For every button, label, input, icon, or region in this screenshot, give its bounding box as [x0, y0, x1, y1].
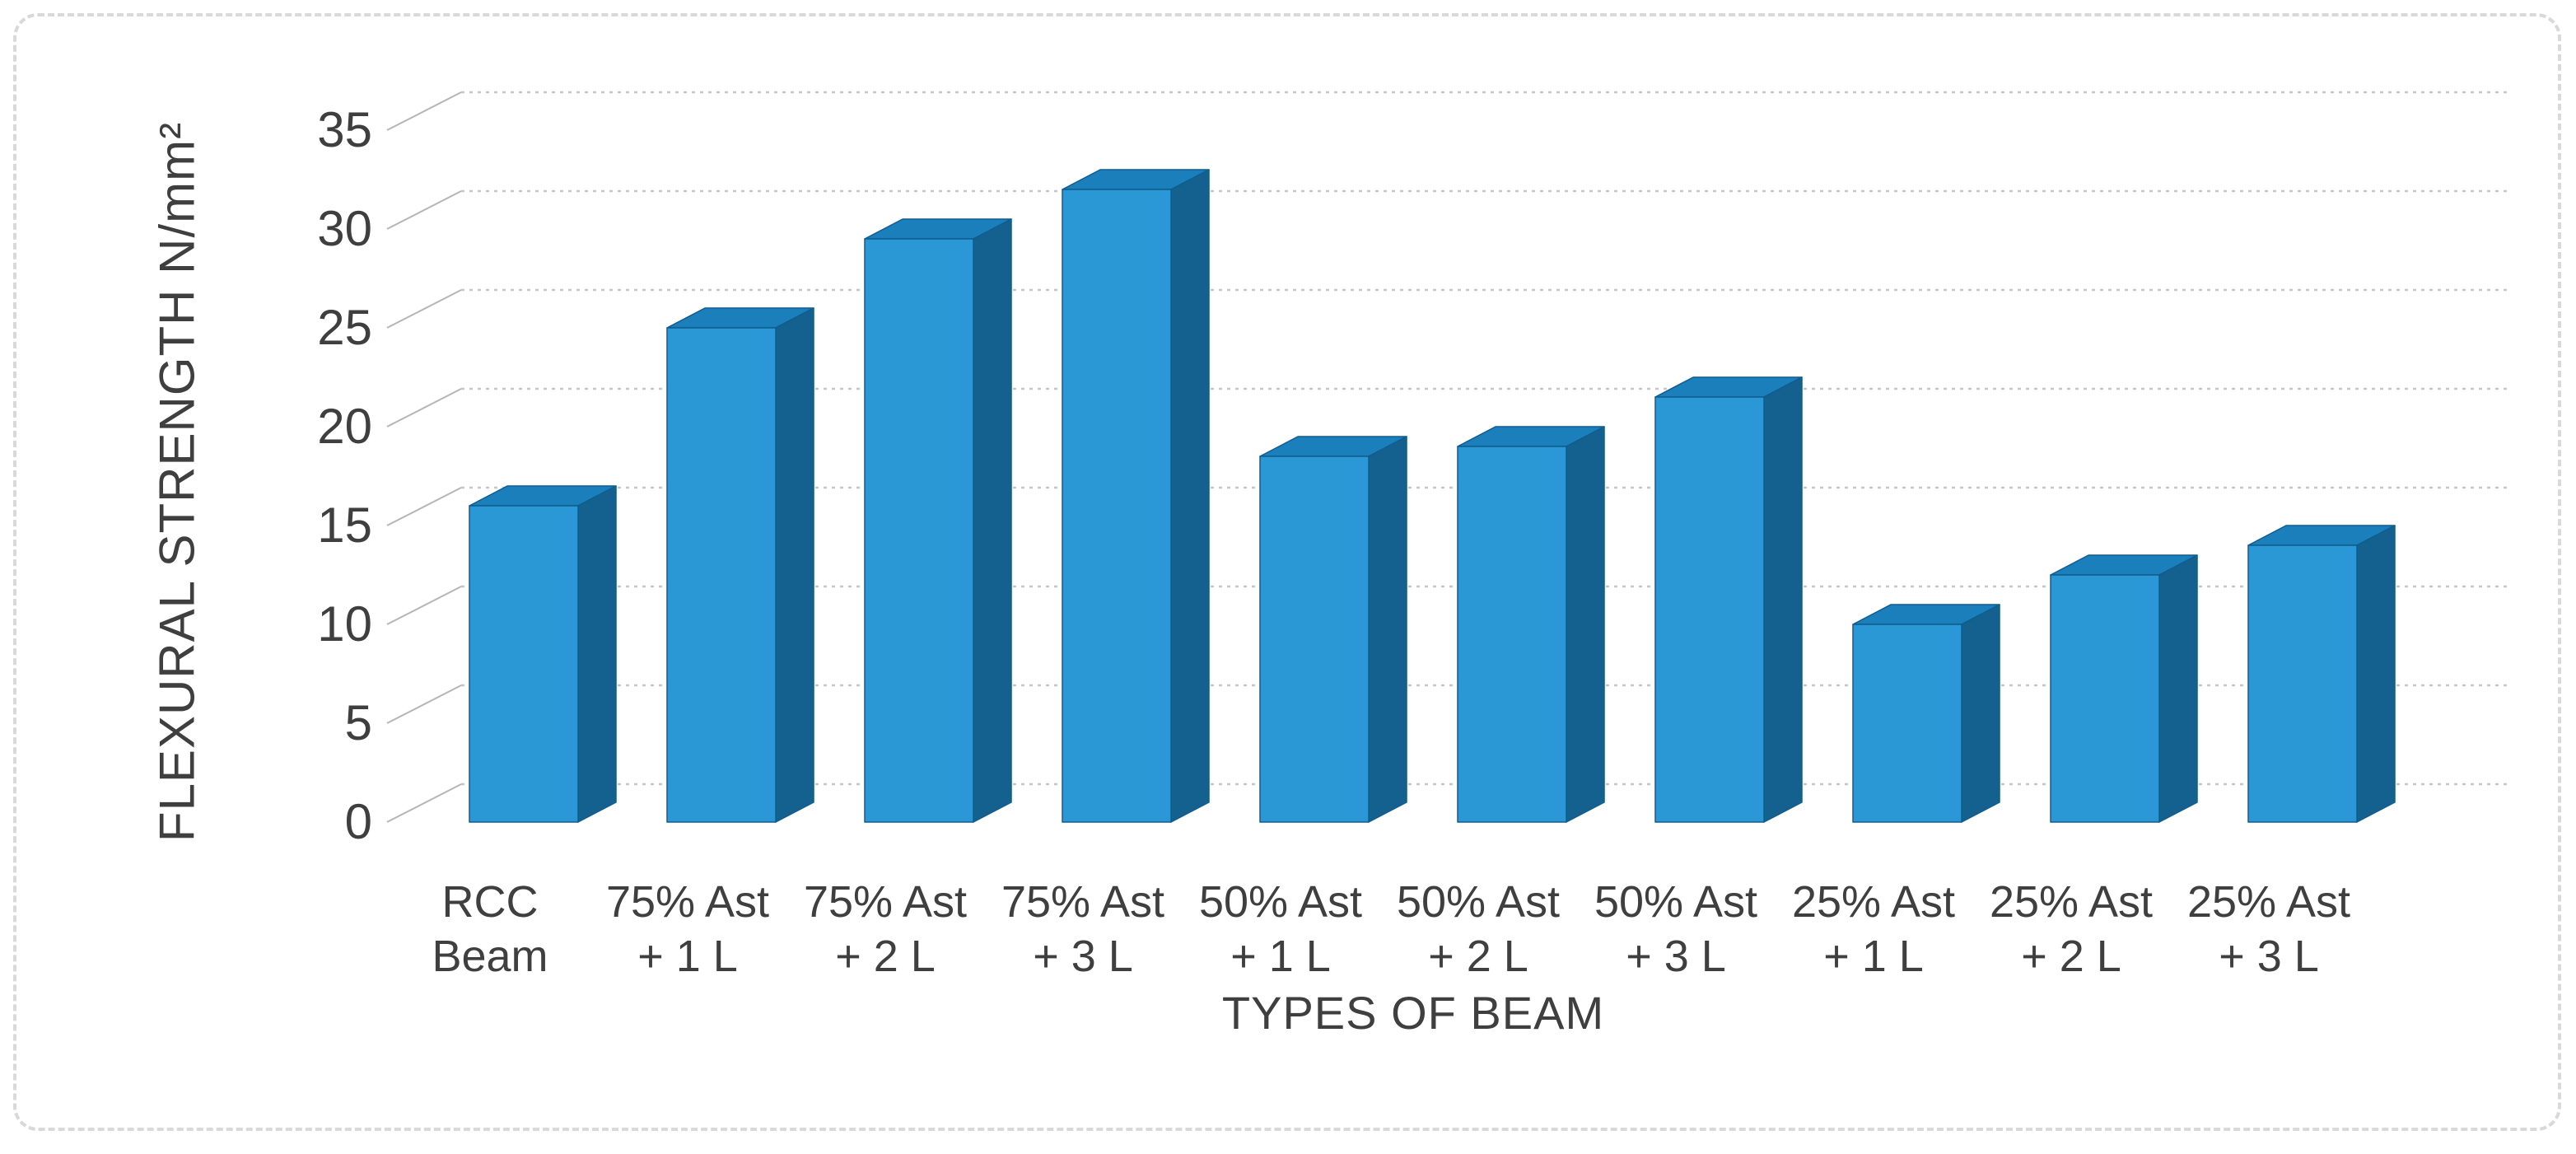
bars-group: [469, 169, 2396, 823]
x-category-label-0: RCC Beam: [432, 877, 548, 981]
x-category-label-9: 25% Ast + 3 L: [2186, 877, 2351, 981]
y-tick-label-20: 20: [317, 399, 372, 454]
bar-side-face: [1566, 426, 1605, 823]
y-tick-label-15: 15: [317, 498, 372, 553]
gridline-20: [386, 387, 2508, 427]
bar-4: [1259, 436, 1407, 823]
x-category-label-7: 25% Ast + 1 L: [1791, 877, 1956, 981]
bar-side-face: [2356, 525, 2396, 823]
bar-side-face: [1961, 604, 2000, 823]
x-category-label-3: 75% Ast + 3 L: [1001, 877, 1165, 981]
bar-5: [1457, 426, 1605, 823]
bar-front-face: [1654, 396, 1765, 823]
x-category-label-2: 75% Ast + 2 L: [803, 877, 968, 981]
y-tick-label-35: 35: [317, 102, 372, 157]
y-tick-label-5: 5: [344, 695, 372, 750]
x-category-label-8: 25% Ast + 2 L: [1989, 877, 2154, 981]
bar-front-face: [1852, 624, 1962, 823]
gridline-25: [386, 288, 2508, 329]
y-tick-label-10: 10: [317, 596, 372, 652]
bar-side-face: [577, 485, 617, 823]
bar-side-face: [1368, 436, 1407, 823]
bar-side-face: [775, 307, 814, 823]
bar-side-face: [973, 218, 1012, 823]
y-axis-title: FLEXURAL STRENGTH N/mm²: [149, 121, 205, 843]
bar-front-face: [2050, 574, 2160, 823]
bar-front-face: [1259, 456, 1370, 823]
bar-6: [1654, 376, 1803, 823]
bar-0: [469, 485, 617, 823]
bar-9: [2247, 525, 2396, 823]
bar-side-face: [2158, 554, 2198, 823]
x-axis-title: TYPES OF BEAM: [1221, 987, 1605, 1039]
bar-front-face: [1457, 446, 1567, 823]
bar-3: [1062, 169, 1210, 823]
bar-8: [2050, 554, 2198, 823]
x-category-label-1: 75% Ast + 1 L: [605, 877, 770, 981]
bar-front-face: [469, 505, 579, 823]
x-category-label-5: 50% Ast + 2 L: [1396, 877, 1561, 981]
bar-front-face: [666, 327, 777, 823]
bar-side-face: [1170, 169, 1210, 823]
bar-1: [666, 307, 814, 823]
gridline-35: [386, 91, 2508, 131]
bar-front-face: [864, 238, 974, 823]
bar-2: [864, 218, 1012, 823]
bar-front-face: [2247, 544, 2358, 823]
y-tick-label-30: 30: [317, 201, 372, 256]
bar-front-face: [1062, 189, 1172, 823]
bar-side-face: [1763, 376, 1803, 823]
x-category-label-6: 50% Ast + 3 L: [1594, 877, 1758, 981]
bar-7: [1852, 604, 2000, 823]
y-tick-label-0: 0: [344, 794, 372, 849]
gridline-30: [386, 189, 2508, 230]
y-tick-label-25: 25: [317, 300, 372, 355]
x-category-label-4: 50% Ast + 1 L: [1198, 877, 1363, 981]
